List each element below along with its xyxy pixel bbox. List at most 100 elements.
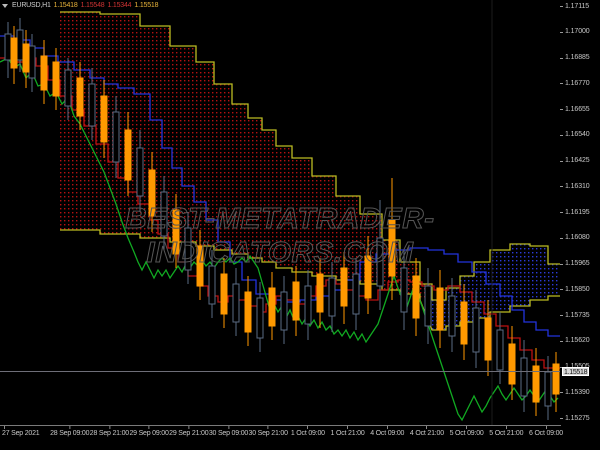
price-axis-label: 1.16080 (565, 234, 590, 242)
price-axis-label: 1.15390 (565, 388, 590, 396)
ohlc-high-value: 1.15548 (80, 2, 105, 9)
tick-mark (4, 426, 5, 429)
tick-mark (386, 426, 388, 429)
price-axis-tick: 1.17115 (560, 2, 589, 11)
tick-mark (227, 426, 229, 429)
time-axis-tick: 29 Sep 21:00 (169, 426, 209, 438)
price-axis-tick: 1.16425 (560, 157, 590, 166)
time-axis-tick: 4 Oct 09:00 (370, 426, 404, 438)
ohlc-close-value: 1.15518 (134, 2, 159, 9)
time-axis-label: 5 Oct 09:00 (449, 430, 484, 437)
chart-plot-area[interactable]: BEST-METATRADER-INDICATORS.COM EURUSD,H1… (0, 0, 561, 426)
tick-mark (560, 263, 563, 265)
time-axis-label: 4 Oct 21:00 (409, 430, 444, 437)
price-axis-tick: 1.16885 (560, 54, 590, 63)
current-price-badge: 1.15518 (562, 367, 590, 376)
time-axis-label: 30 Sep 09:00 (208, 430, 249, 437)
time-axis-label: 28 Sep 21:00 (89, 430, 129, 437)
tick-mark (108, 426, 110, 429)
time-axis-label: 4 Oct 09:00 (370, 430, 405, 437)
triangle-down-icon[interactable] (2, 4, 8, 8)
tick-mark (560, 237, 563, 239)
price-axis-label: 1.16310 (565, 182, 590, 190)
senkou-span-a-line (60, 11, 560, 301)
price-axis-tick: 1.16770 (560, 79, 590, 88)
tick-mark (560, 289, 563, 291)
tick-mark (560, 186, 563, 188)
price-axis-label: 1.16770 (565, 79, 590, 87)
price-axis-tick: 1.16080 (560, 234, 590, 243)
tick-mark (560, 366, 563, 368)
ohlc-open-value: 1.15418 (53, 2, 78, 9)
time-axis-label: 5 Oct 21:00 (489, 430, 524, 437)
time-axis-tick: 1 Oct 21:00 (331, 426, 365, 438)
price-axis-label: 1.16655 (565, 105, 590, 113)
time-axis-tick: 28 Sep 21:00 (90, 426, 129, 438)
time-axis-label: 30 Sep 21:00 (248, 430, 288, 437)
tick-mark (560, 315, 563, 316)
time-axis-tick: 5 Oct 21:00 (489, 426, 523, 438)
price-axis-label: 1.15505 (565, 363, 590, 371)
chart-svg-layer (0, 0, 560, 425)
price-axis-label: 1.15965 (565, 260, 590, 267)
tick-mark (560, 160, 563, 162)
tick-mark (505, 426, 507, 429)
price-axis-label: 1.16195 (565, 208, 590, 216)
tick-mark (426, 426, 428, 429)
chikou-span-line (0, 57, 559, 422)
price-axis-label: 1.15735 (565, 311, 590, 319)
price-axis-label: 1.16540 (565, 131, 590, 139)
time-axis-tick: 30 Sep 09:00 (209, 426, 248, 438)
candlestick-series (4, 18, 560, 420)
tick-mark (560, 6, 563, 7)
price-axis-label: 1.16425 (565, 157, 590, 164)
price-axis-tick: 1.15390 (560, 388, 590, 397)
price-axis-label: 1.15620 (565, 337, 590, 345)
price-axis-tick: 1.16540 (560, 131, 590, 140)
time-axis-tick: 29 Sep 09:00 (129, 426, 169, 438)
price-axis-tick: 1.15505 (560, 363, 590, 372)
ohlc-low-value: 1.15344 (107, 2, 132, 9)
price-axis-tick: 1.15620 (560, 337, 590, 346)
price-axis-label: 1.17000 (565, 28, 590, 36)
time-axis-label: 29 Sep 09:00 (129, 430, 169, 437)
symbol-label: EURUSD,H1 (12, 2, 51, 9)
price-axis-label: 1.15850 (565, 285, 590, 293)
tick-mark (466, 426, 468, 429)
price-axis-tick: 1.15735 (560, 311, 590, 320)
tick-mark (560, 109, 563, 110)
price-axis-tick: 1.16655 (560, 105, 590, 114)
price-axis-label: 1.15275 (565, 414, 590, 422)
tick-mark (560, 212, 563, 213)
price-axis[interactable]: 1.17115 1.17000 1.16885 1.16770 1.16655 1.165… (560, 0, 600, 425)
time-axis-label: 1 Oct 09:00 (290, 430, 325, 437)
time-axis-tick: 28 Sep 09:00 (50, 426, 90, 438)
price-axis-tick: 1.16195 (560, 208, 590, 217)
tick-mark (188, 426, 190, 429)
tick-mark (545, 426, 547, 429)
price-axis-tick: 1.15275 (560, 414, 590, 423)
time-axis-label: 29 Sep 21:00 (169, 430, 209, 437)
price-axis-tick: 1.15965 (560, 260, 590, 269)
tick-mark (267, 426, 269, 429)
time-axis-label: 27 Sep 2021 (2, 430, 40, 437)
tick-mark (560, 83, 563, 85)
tick-mark (560, 392, 563, 394)
time-axis-label: 28 Sep 09:00 (50, 430, 90, 437)
symbol-ohlc-header: EURUSD,H1 1.15418 1.15548 1.15344 1.1551… (2, 1, 158, 11)
time-axis-label: 6 Oct 09:00 (529, 430, 563, 437)
tick-mark (560, 31, 563, 33)
time-axis-tick: 27 Sep 2021 (2, 426, 40, 438)
tick-mark (69, 426, 71, 429)
tick-mark (347, 426, 349, 429)
current-price-line (0, 371, 560, 372)
time-axis-label: 1 Oct 21:00 (330, 430, 365, 437)
time-axis-tick: 30 Sep 21:00 (249, 426, 288, 438)
price-axis-tick: 1.17000 (560, 28, 590, 37)
price-axis-tick: 1.16310 (560, 182, 590, 191)
time-axis[interactable]: 27 Sep 2021 28 Sep 09:00 28 Sep 21:00 29 Se… (0, 426, 563, 450)
time-axis-tick: 4 Oct 21:00 (410, 426, 444, 438)
price-axis-tick: 1.15850 (560, 285, 590, 294)
price-axis-label: 1.16885 (565, 54, 590, 61)
